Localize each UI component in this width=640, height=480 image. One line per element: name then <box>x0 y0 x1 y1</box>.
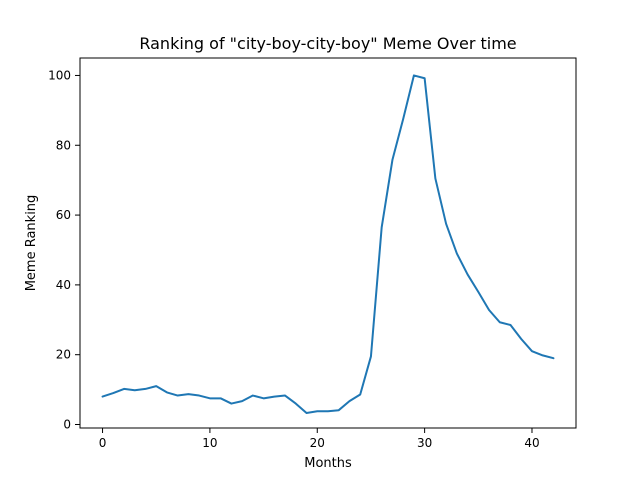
x-tick-label: 0 <box>99 436 107 450</box>
y-tick-label: 20 <box>56 348 71 362</box>
y-axis-label: Meme Ranking <box>24 195 39 292</box>
y-tick-label: 0 <box>63 418 71 432</box>
plot-area <box>79 57 577 429</box>
x-tick-label: 40 <box>524 436 539 450</box>
y-tick-label: 80 <box>56 138 71 152</box>
y-tick-label: 60 <box>56 208 71 222</box>
y-tick-label: 100 <box>48 68 71 82</box>
y-axis: 0 20 40 60 80 100 <box>48 68 80 432</box>
series-layer <box>101 74 555 414</box>
x-tick-label: 30 <box>417 436 432 450</box>
x-axis-label: Months <box>304 456 352 471</box>
y-tick-label: 40 <box>56 278 71 292</box>
series-line <box>101 74 555 414</box>
x-axis: 0 10 20 30 40 <box>99 428 540 450</box>
x-tick-label: 20 <box>310 436 325 450</box>
x-tick-label: 10 <box>202 436 217 450</box>
chart-title: Ranking of "city-boy-city-boy" Meme Over… <box>139 34 516 53</box>
